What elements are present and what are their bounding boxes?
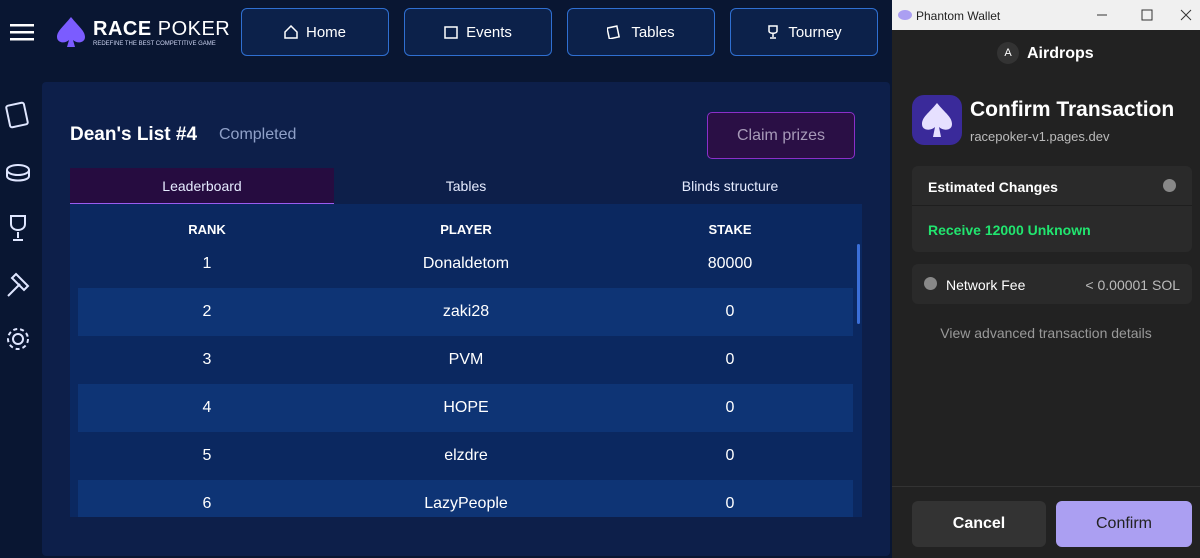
table-cell: 6 (202, 495, 212, 512)
tab[interactable]: Leaderboard (70, 168, 334, 204)
brand: RACE POKER (93, 18, 230, 41)
nav-label: Home (305, 23, 346, 41)
column-header: PLAYER (440, 222, 492, 237)
table-cell: 0 (725, 495, 735, 512)
tagline: REDEFINE THE BEST COMPETITIVE GAME (93, 41, 216, 47)
fee-box: Network Fee < 0.00001 SOL (912, 264, 1192, 304)
tournament-status: Completed (219, 126, 297, 143)
table-cell: 0 (725, 303, 735, 320)
wallet-window: Phantom Wallet A Airdrops Confirm Transa… (892, 0, 1200, 558)
changes-box: Estimated Changes Receive 12000 Unknown (912, 166, 1192, 252)
app: RACE POKER REDEFINE THE BEST COMPETITIVE… (4, 8, 890, 556)
changes-label: Estimated Changes (928, 179, 1058, 195)
window-controls[interactable] (1097, 9, 1197, 21)
window-title: Phantom Wallet (916, 9, 1001, 23)
leaderboard-table: RANK PLAYER STAKE 1 Donaldetom 80000 2 zaki28 0 3… (70, 204, 862, 517)
confirm-button[interactable]: Confirm (1056, 501, 1192, 547)
nav-button[interactable]: Tables (567, 8, 715, 56)
fee-value: < 0.00001 SOL (1085, 277, 1180, 293)
nav-label: Tourney (788, 23, 842, 41)
heading: Confirm Transaction (970, 98, 1175, 121)
nav-button[interactable]: Home (241, 8, 389, 56)
table-cell: 0 (725, 447, 735, 464)
table-cell: 4 (202, 399, 212, 416)
title-bar: Phantom Wallet (892, 0, 1200, 30)
column-header: STAKE (708, 222, 752, 237)
tab[interactable]: Blinds structure (681, 178, 779, 194)
table-cell: 1 (202, 255, 212, 272)
table-cell: 80000 (707, 255, 753, 272)
brand-bold: RACE (93, 18, 152, 40)
scrollbar (857, 244, 860, 324)
nav-label: Events (466, 23, 512, 41)
table-cell: elzdre (444, 447, 488, 464)
advanced-link[interactable]: View advanced transaction details (940, 325, 1152, 341)
nav-button[interactable]: Tourney (730, 8, 878, 56)
table-cell: LazyPeople (424, 495, 508, 512)
app-icon (912, 95, 962, 145)
row-stripe (78, 384, 853, 432)
table-cell: 2 (202, 303, 212, 320)
sidebar-icons[interactable] (4, 100, 34, 360)
nav-button[interactable]: Events (404, 8, 552, 56)
account-avatar: A (997, 42, 1019, 64)
brand-light: POKER (157, 18, 231, 40)
tournament-title: Dean's List #4 (70, 124, 198, 145)
claim-button[interactable]: Claim prizes (707, 112, 855, 159)
account-name[interactable]: Airdrops (1027, 45, 1094, 62)
change: Receive 12000 Unknown (928, 222, 1091, 238)
table-cell: 3 (202, 351, 212, 368)
tab[interactable]: Tables (445, 178, 487, 194)
menu-icon[interactable] (10, 24, 34, 42)
table-cell: 5 (202, 447, 212, 464)
fee-label: Network Fee (946, 277, 1026, 293)
logo-icon (57, 17, 85, 47)
table-cell: HOPE (443, 399, 489, 416)
cancel-button[interactable]: Cancel (912, 501, 1046, 547)
table-cell: Donaldetom (422, 255, 510, 272)
nav-label: Tables (631, 23, 675, 41)
table-cell: 0 (725, 351, 735, 368)
column-header: RANK (188, 222, 226, 237)
table-cell: zaki28 (442, 303, 490, 320)
origin: racepoker-v1.pages.dev (970, 129, 1110, 144)
table-cell: 0 (725, 399, 735, 416)
row-stripe (78, 480, 853, 517)
row-stripe (78, 288, 853, 336)
table-cell: PVM (448, 351, 484, 368)
